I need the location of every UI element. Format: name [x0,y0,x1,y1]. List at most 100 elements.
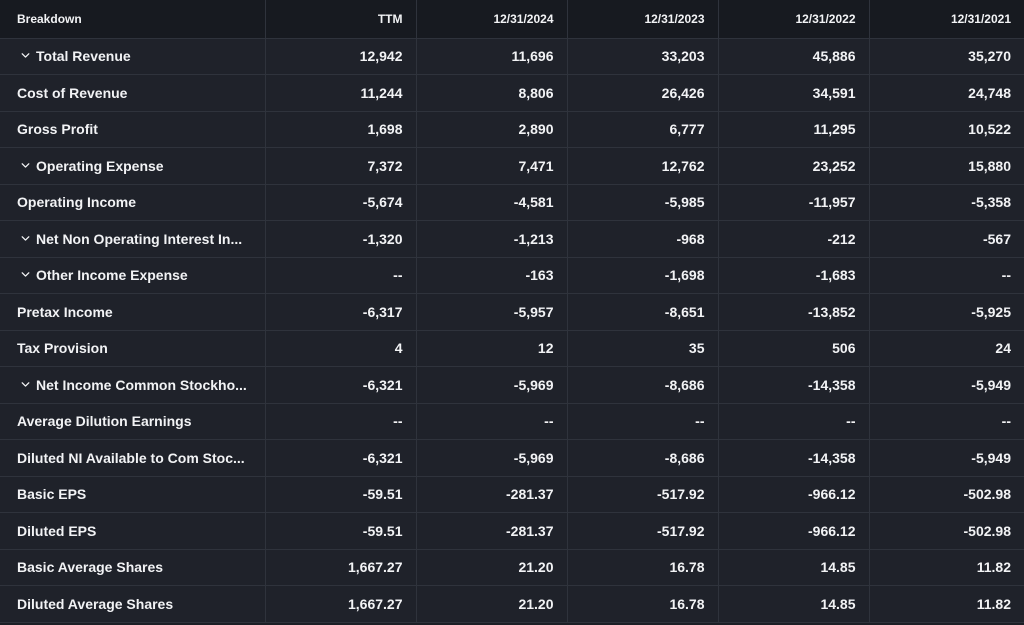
row-label-other-income-expense[interactable]: Other Income Expense [0,257,266,294]
row-label-text: Cost of Revenue [17,84,128,101]
table-cell: -968 [567,220,719,258]
table-cell: -6,317 [265,293,417,331]
table-row: Other Income Expense -- -163 -1,698 -1,683 -- [0,257,1024,294]
row-label-text: Tax Provision [17,340,108,357]
table-cell: 11,696 [416,38,568,75]
table-cell: 16.78 [567,585,719,623]
table-cell: -8,686 [567,366,719,404]
table-cell: -1,213 [416,220,568,258]
table-cell: -212 [718,220,870,258]
chevron-down-icon[interactable] [21,234,30,243]
table-cell: -5,969 [416,439,568,477]
table-cell: 11,295 [718,111,870,148]
table-row: Diluted NI Available to Com Stoc... -6,32… [0,439,1024,477]
table-cell: 7,372 [265,147,417,185]
column-header-breakdown: Breakdown [0,0,266,39]
table-cell: -14,358 [718,366,870,404]
header-row: Breakdown TTM 12/31/2024 12/31/2023 12/3… [0,0,1024,39]
row-label-pretax-income: Pretax Income [0,293,266,331]
table-row: Average Dilution Earnings -- -- -- -- -- [0,403,1024,440]
row-label-diluted-average-shares: Diluted Average Shares [0,585,266,623]
table-cell: -966.12 [718,476,870,513]
table-row: Net Income Common Stockho... -6,321 -5,969… [0,366,1024,404]
table-cell: 4 [265,330,417,367]
table-cell: 45,886 [718,38,870,75]
row-label-text: Net Non Operating Interest In... [36,230,243,247]
row-label-net-non-operating-interest-in[interactable]: Net Non Operating Interest In... [0,220,266,258]
table-cell: -1,698 [567,257,719,294]
row-label-text: Total Revenue [36,48,131,65]
table-row: Cost of Revenue 11,244 8,806 26,426 34,591 24… [0,74,1024,112]
table-row: Diluted Average Shares 1,667.27 21.20 16.78… [0,585,1024,623]
table-cell: -5,949 [869,366,1024,404]
table-cell: 1,698 [265,111,417,148]
table-row: Basic EPS -59.51 -281.37 -517.92 -966.12 -502… [0,476,1024,513]
column-header-2022[interactable]: 12/31/2022 [718,0,870,39]
table-row: Pretax Income -6,317 -5,957 -8,651 -13,852 -5… [0,293,1024,331]
row-label-cost-of-revenue: Cost of Revenue [0,74,266,112]
table-cell: 8,806 [416,74,568,112]
row-label-text: Net Income Common Stockho... [36,376,247,393]
row-label-text: Diluted Average Shares [17,595,174,612]
column-header-ttm[interactable]: TTM [265,0,417,39]
table-cell: -59.51 [265,512,417,550]
table-cell: -59.51 [265,476,417,513]
row-label-gross-profit: Gross Profit [0,111,266,148]
chevron-down-icon[interactable] [21,380,30,389]
chevron-down-icon[interactable] [21,270,30,279]
row-label-average-dilution-earnings: Average Dilution Earnings [0,403,266,440]
row-label-total-revenue[interactable]: Total Revenue [0,38,266,75]
row-label-text: Basic Average Shares [17,559,164,576]
table-cell: -5,957 [416,293,568,331]
table-cell: 11.82 [869,549,1024,586]
row-label-text: Other Income Expense [36,267,188,284]
table-cell: -- [869,257,1024,294]
table-cell: 11,244 [265,74,417,112]
table-cell: 15,880 [869,147,1024,185]
row-label-operating-income: Operating Income [0,184,266,221]
table-cell: -1,683 [718,257,870,294]
table-body: Total Revenue 12,942 11,696 33,203 45,886 35,… [0,38,1024,623]
table-cell: -5,358 [869,184,1024,221]
table-cell: -8,651 [567,293,719,331]
chevron-down-icon[interactable] [21,161,30,170]
table-cell: 2,890 [416,111,568,148]
table-row: Basic Average Shares 1,667.27 21.20 16.78 14… [0,549,1024,586]
table-cell: -- [718,403,870,440]
table-cell: 23,252 [718,147,870,185]
table-cell: 26,426 [567,74,719,112]
table-cell: 10,522 [869,111,1024,148]
row-label-text: Diluted EPS [17,522,97,539]
row-label-operating-expense[interactable]: Operating Expense [0,147,266,185]
table-cell: -8,686 [567,439,719,477]
row-label-text: Operating Expense [36,157,164,174]
table-cell: 35,270 [869,38,1024,75]
table-cell: 21.20 [416,585,568,623]
table-cell: 21.20 [416,549,568,586]
table-cell: 33,203 [567,38,719,75]
table-cell: 12,942 [265,38,417,75]
table-cell: -163 [416,257,568,294]
table-cell: -- [265,257,417,294]
chevron-down-icon[interactable] [21,51,30,60]
table-cell: -13,852 [718,293,870,331]
row-label-diluted-ni-available-to-com-stoc: Diluted NI Available to Com Stoc... [0,439,266,477]
table-cell: -281.37 [416,512,568,550]
column-header-2021[interactable]: 12/31/2021 [869,0,1024,39]
table-row: Operating Expense 7,372 7,471 12,762 23,252 1… [0,147,1024,185]
table-cell: -4,581 [416,184,568,221]
table-cell: -5,985 [567,184,719,221]
row-label-text: Basic EPS [17,486,87,503]
row-label-net-income-common-stockho[interactable]: Net Income Common Stockho... [0,366,266,404]
table-cell: 14.85 [718,549,870,586]
table-row: Operating Income -5,674 -4,581 -5,985 -11,95… [0,184,1024,221]
table-cell: 7,471 [416,147,568,185]
column-header-2023[interactable]: 12/31/2023 [567,0,719,39]
row-label-basic-average-shares: Basic Average Shares [0,549,266,586]
column-header-2024[interactable]: 12/31/2024 [416,0,568,39]
table-cell: -502.98 [869,512,1024,550]
table-cell: -5,674 [265,184,417,221]
row-label-text: Gross Profit [17,121,98,138]
